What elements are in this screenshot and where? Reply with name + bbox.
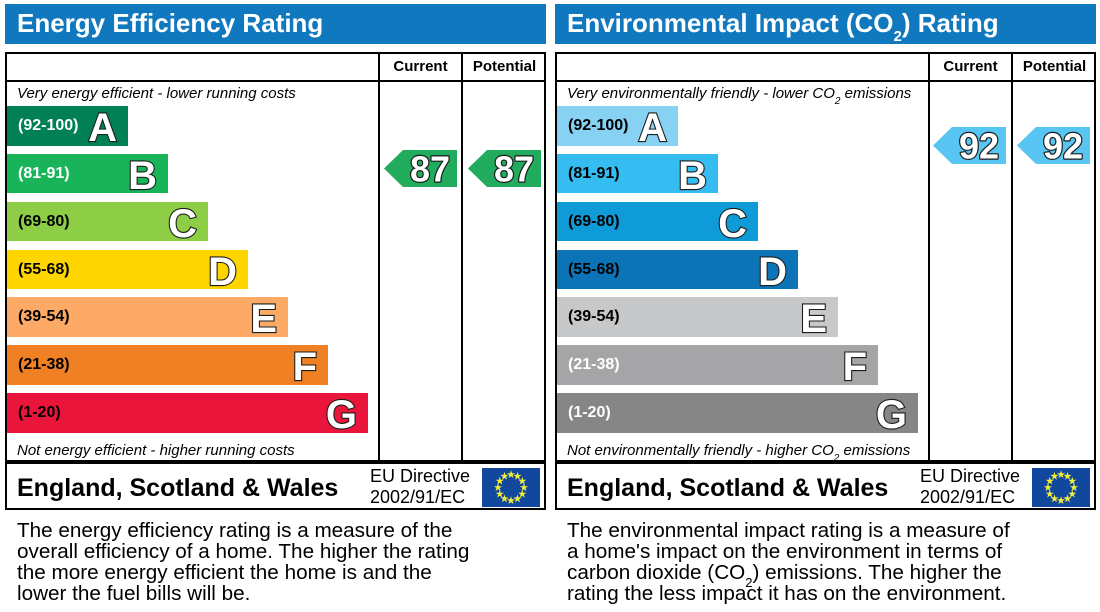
svg-text:92: 92	[959, 127, 999, 164]
svg-text:87: 87	[494, 150, 534, 187]
svg-text:87: 87	[409, 150, 449, 187]
svg-text:92: 92	[1043, 127, 1083, 164]
